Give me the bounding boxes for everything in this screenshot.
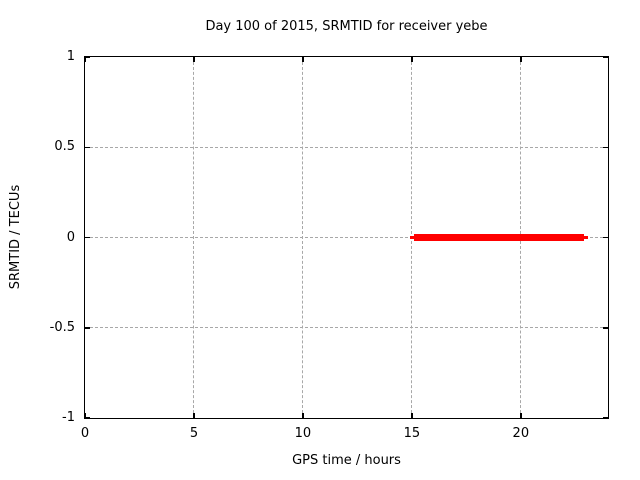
y-tick-mark-left bbox=[85, 327, 90, 329]
y-tick-mark-left bbox=[85, 236, 90, 239]
x-tick-mark-top bbox=[302, 57, 304, 62]
x-tick-label: 0 bbox=[80, 426, 90, 441]
x-axis-label: GPS time / hours bbox=[292, 453, 401, 468]
chart-title: Day 100 of 2015, SRMTID for receiver yeb… bbox=[205, 19, 488, 34]
grid-line-horizontal bbox=[85, 146, 608, 148]
x-tick-label: 20 bbox=[512, 426, 530, 441]
grid-line-horizontal bbox=[85, 237, 608, 238]
y-tick-label: 0.5 bbox=[54, 139, 75, 155]
x-tick-mark-bottom bbox=[520, 413, 522, 418]
x-tick-mark-top bbox=[520, 57, 522, 62]
x-tick-mark-bottom bbox=[411, 413, 413, 418]
y-tick-mark-right bbox=[603, 146, 608, 148]
y-tick-mark-right bbox=[603, 417, 608, 419]
x-tick-mark-top bbox=[193, 57, 195, 62]
x-tick-mark-bottom bbox=[84, 413, 86, 418]
y-tick-mark-left bbox=[85, 417, 90, 419]
y-tick-label: -1 bbox=[62, 410, 75, 425]
x-tick-mark-bottom bbox=[193, 413, 195, 418]
grid-line-horizontal bbox=[85, 327, 608, 329]
x-tick-mark-top bbox=[84, 57, 86, 62]
x-tick-label: 15 bbox=[403, 426, 421, 441]
plot-area: 0 5 10 15 20 1 0.5 0 -0.5 -1 bbox=[50, 49, 609, 441]
y-tick-label: -0.5 bbox=[49, 319, 75, 335]
data-line bbox=[413, 234, 585, 241]
y-tick-label: 1 bbox=[66, 49, 75, 64]
y-tick-mark-right bbox=[603, 56, 608, 58]
y-tick-mark-right bbox=[603, 236, 608, 239]
x-tick-mark-bottom bbox=[302, 413, 304, 418]
y-tick-label: 0 bbox=[66, 229, 75, 245]
x-tick-label: 10 bbox=[294, 426, 312, 441]
y-tick-mark-right bbox=[603, 327, 608, 329]
y-tick-mark-left bbox=[85, 56, 90, 58]
x-tick-label: 5 bbox=[189, 426, 199, 441]
y-axis-label: SRMTID / TECUs bbox=[8, 184, 23, 290]
y-tick-mark-left bbox=[85, 146, 90, 148]
x-tick-mark-top bbox=[411, 57, 413, 62]
